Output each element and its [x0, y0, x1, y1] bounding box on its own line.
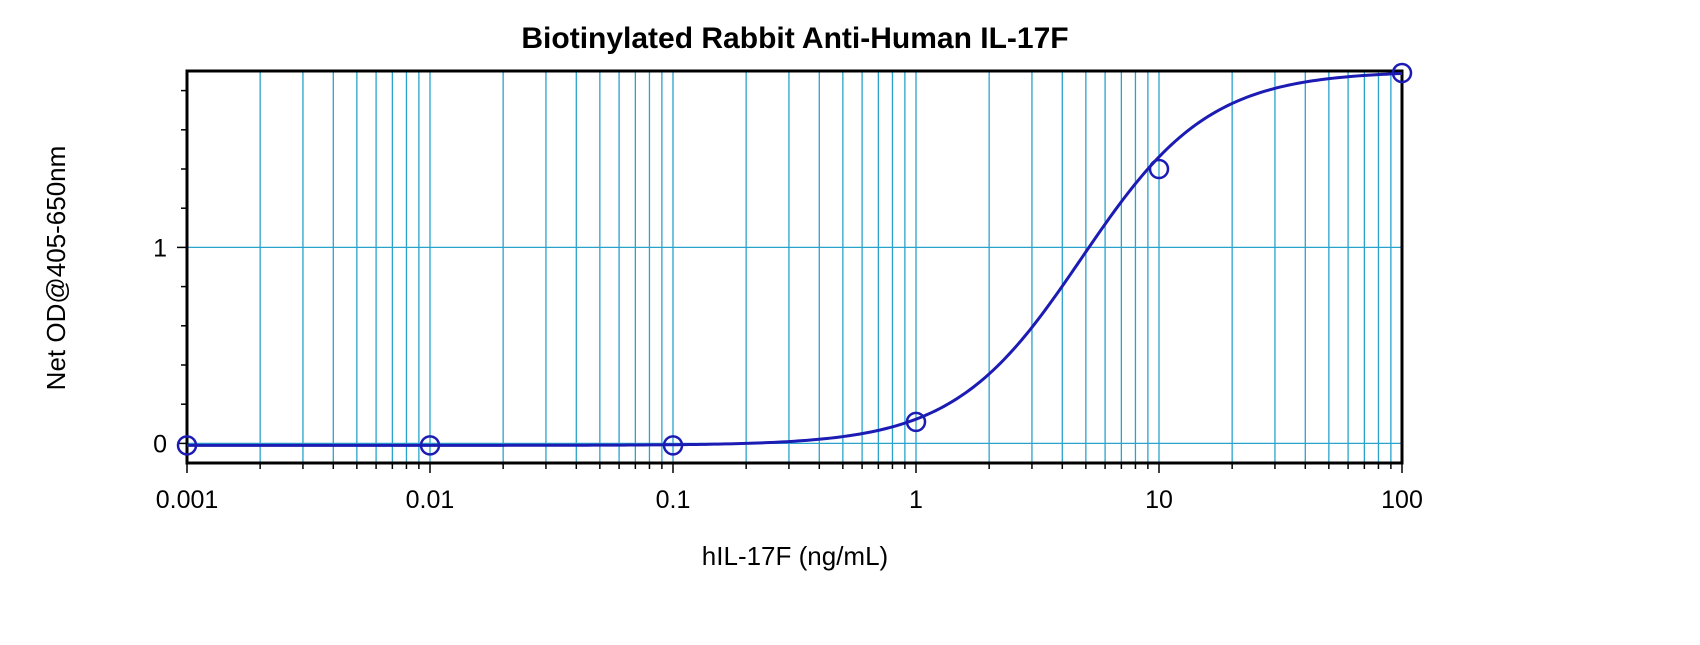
- chart-title: Biotinylated Rabbit Anti-Human IL-17F: [521, 22, 1068, 55]
- x-tick-label: 0.001: [156, 486, 219, 514]
- x-tick-labels: 0.001 0.01 0.1 1 10 100: [156, 486, 1423, 514]
- data-point: [176, 435, 198, 456]
- plot-area-frame: [185, 69, 1404, 465]
- data-point: [662, 435, 684, 456]
- y-tick-label: 1: [153, 234, 167, 262]
- data-points: [176, 62, 1413, 456]
- x-tick-label: 1: [909, 486, 923, 514]
- x-tick-label: 0.1: [656, 486, 691, 514]
- x-axis-label: hIL-17F (ng/mL): [702, 541, 888, 571]
- x-tick-label: 10: [1145, 486, 1173, 514]
- grid-lines: [187, 71, 1402, 463]
- y-tick-labels: 01: [153, 234, 167, 458]
- y-tick-label: 0: [153, 430, 167, 458]
- fit-curve: [187, 71, 1403, 447]
- data-point: [1148, 158, 1170, 180]
- data-point: [905, 411, 927, 433]
- x-tick-label: 0.01: [406, 486, 455, 514]
- data-point: [1391, 62, 1413, 84]
- y-axis-label: Net OD@405-650nm: [41, 146, 71, 391]
- axis-ticks: [177, 89, 1403, 473]
- data-point: [419, 435, 441, 456]
- x-tick-label: 100: [1381, 486, 1423, 514]
